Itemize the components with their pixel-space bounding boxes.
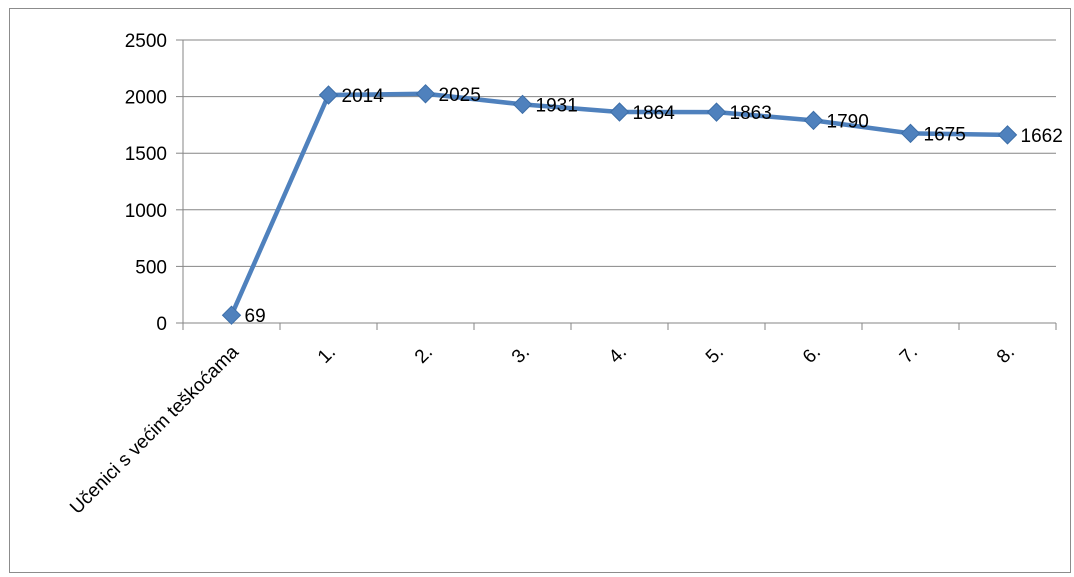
series-line-path xyxy=(229,91,1010,318)
y-axis-labels: 0 500 1000 1500 2000 2500 xyxy=(125,31,167,335)
x-category-label: 2. xyxy=(411,342,437,368)
data-point-marker xyxy=(318,85,339,105)
x-category-label: Učenici s većim teškoćama xyxy=(66,341,243,518)
y-tick-label: 0 xyxy=(156,314,167,335)
data-labels: 69 2014 2025 1931 1864 1863 1790 1675 1662 xyxy=(245,85,1063,327)
data-point-marker xyxy=(609,102,630,122)
chart-frame xyxy=(9,8,1071,573)
data-label: 1864 xyxy=(633,103,676,124)
gridlines xyxy=(183,39,1056,267)
axes xyxy=(176,39,1057,330)
data-label: 69 xyxy=(245,306,266,327)
x-category-label: 8. xyxy=(993,342,1019,368)
series-line xyxy=(229,91,1010,318)
x-category-label: 4. xyxy=(605,342,631,368)
x-category-label: 5. xyxy=(702,342,728,368)
data-label: 2014 xyxy=(342,86,385,107)
data-point-marker xyxy=(221,305,242,325)
series-markers xyxy=(221,84,1018,325)
data-point-marker xyxy=(415,84,436,104)
data-label: 1662 xyxy=(1021,126,1063,147)
data-label: 1790 xyxy=(827,111,869,132)
data-point-marker xyxy=(803,110,824,131)
data-label: 1675 xyxy=(924,124,966,145)
data-point-marker xyxy=(706,102,727,122)
data-label: 1863 xyxy=(730,103,772,124)
x-category-label: 7. xyxy=(896,342,922,368)
y-tick-label: 1500 xyxy=(125,144,167,165)
y-tick-label: 1000 xyxy=(125,201,167,222)
x-category-label: 6. xyxy=(799,342,825,368)
x-category-label: 1. xyxy=(314,342,340,368)
x-category-label: 3. xyxy=(508,342,534,368)
y-tick-label: 500 xyxy=(135,257,167,278)
data-label: 1931 xyxy=(536,95,578,116)
data-point-marker xyxy=(900,123,921,144)
data-point-marker xyxy=(512,94,533,115)
data-point-marker xyxy=(997,125,1018,145)
x-axis-labels: Učenici s većim teškoćama 1. 2. 3. 4. 5. 6. 7. 8… xyxy=(66,341,1019,518)
y-tick-label: 2000 xyxy=(125,88,167,109)
data-label: 2025 xyxy=(439,85,481,106)
y-tick-label: 2500 xyxy=(125,31,167,52)
